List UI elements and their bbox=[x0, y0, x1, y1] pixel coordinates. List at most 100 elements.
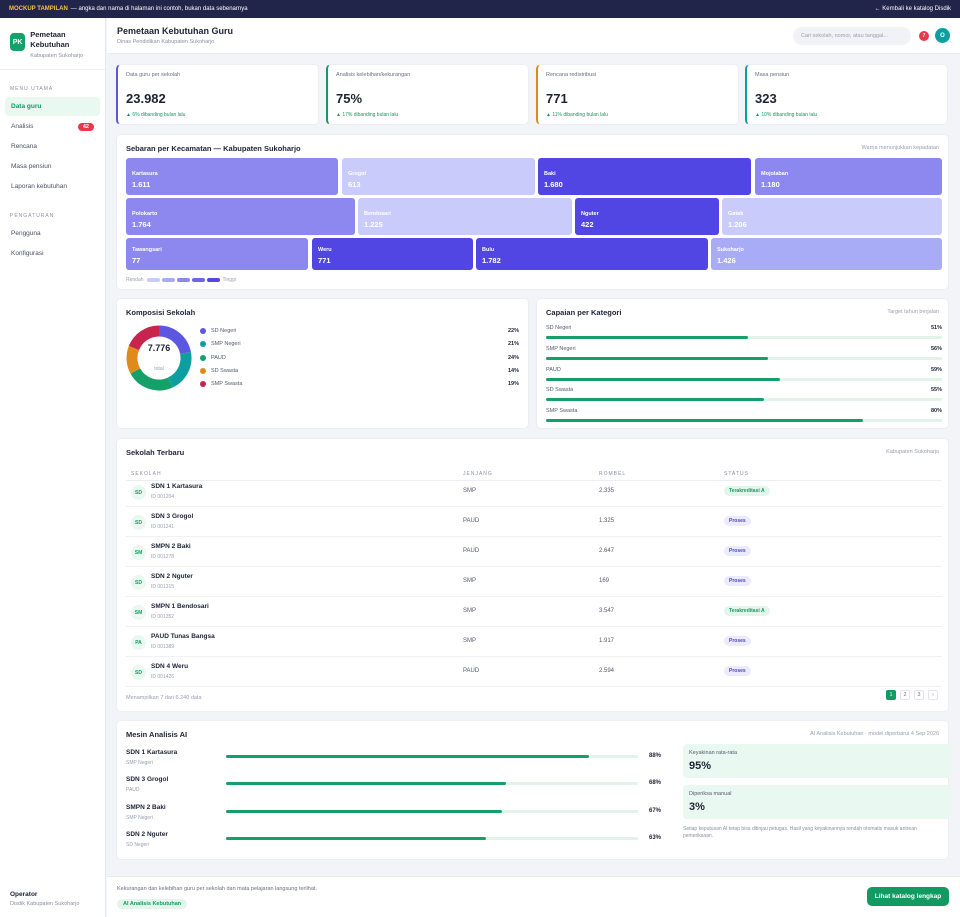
sidebar-item-analisis[interactable]: Analisis 42 bbox=[5, 117, 100, 136]
table-note: Kabupaten Sukoharjo bbox=[886, 449, 939, 455]
column-header-rombel[interactable]: ROMBEL bbox=[599, 471, 627, 477]
column-header-sekolah[interactable]: SEKOLAH bbox=[131, 471, 162, 477]
table-row[interactable]: SD SDN 3 Grogol ID 001241 PAUD 1.325 Proses bbox=[126, 507, 942, 537]
notification-badge[interactable]: 7 bbox=[919, 31, 929, 41]
footer-text: Kekurangan dan kelebihan guru per sekola… bbox=[117, 886, 317, 892]
manual-review-box: Diperiksa manual 3% bbox=[683, 785, 951, 819]
page-subtitle: Dinas Pendidikan Kabupaten Sukoharjo bbox=[117, 39, 215, 45]
progress-fill bbox=[546, 378, 780, 381]
achievement-pct: 80% bbox=[930, 408, 942, 414]
progress-fill bbox=[546, 398, 764, 401]
analisis-count-badge: 42 bbox=[77, 122, 94, 131]
district-name: Weru bbox=[318, 247, 332, 253]
school-icon: SD bbox=[131, 575, 146, 590]
ai-school-type: SMP Negeri bbox=[126, 760, 153, 766]
progress-track bbox=[546, 398, 942, 401]
page-button-2[interactable]: 2 bbox=[900, 690, 910, 700]
back-to-catalog-link[interactable]: ← Kembali ke katalog Disdik bbox=[874, 6, 951, 12]
confidence-pct: 67% bbox=[649, 808, 662, 814]
sidebar-item-konfigurasi[interactable]: Konfigurasi bbox=[5, 244, 100, 263]
page-button-3[interactable]: 3 bbox=[914, 690, 924, 700]
brand: PK Pemetaan Kebutuhan Kabupaten Sukoharj… bbox=[0, 18, 105, 70]
district-tile[interactable]: Polokarto 1.764 bbox=[126, 198, 355, 235]
confidence-pct: 88% bbox=[649, 753, 662, 759]
school-level: PAUD bbox=[463, 548, 480, 554]
view-catalog-button[interactable]: Lihat katalog lengkap bbox=[867, 887, 949, 906]
district-tile[interactable]: Grogol 613 bbox=[342, 158, 535, 195]
district-tile[interactable]: Mojolaban 1.180 bbox=[755, 158, 942, 195]
search-input[interactable]: Cari sekolah, nomor, atau tanggal... bbox=[793, 27, 911, 45]
donut-total-label: total bbox=[154, 366, 164, 372]
sidebar-item-rencana[interactable]: Rencana bbox=[5, 137, 100, 156]
legend-pct: 14% bbox=[508, 368, 520, 374]
column-header-jenjang[interactable]: JENJANG bbox=[463, 471, 493, 477]
progress-track bbox=[546, 357, 942, 360]
table-row[interactable]: SD SDN 2 Nguter ID 001315 SMP 169 Proses bbox=[126, 567, 942, 597]
table-row[interactable]: SM SMPN 2 Baki ID 001278 PAUD 2.647 Proses bbox=[126, 537, 942, 567]
stat-card-masa-pensiun: Masa pensiun 323 ▲ 10% dibanding bulan l… bbox=[745, 64, 948, 125]
confidence-track bbox=[226, 810, 638, 813]
table-row[interactable]: SM SMPN 1 Bendosari ID 001352 SMP 3.547 Terak… bbox=[126, 597, 942, 627]
status-badge: Proses bbox=[724, 546, 751, 556]
achievement-title: Capaian per Kategori bbox=[546, 308, 622, 317]
district-tile[interactable]: Baki 1.680 bbox=[538, 158, 751, 195]
sidebar-item-data-guru[interactable]: Data guru bbox=[5, 97, 100, 116]
legend-swatch bbox=[161, 278, 175, 282]
ai-engine-card: Mesin Analisis AI AI Analisis Kebutuhan … bbox=[116, 720, 951, 860]
composition-title: Komposisi Sekolah bbox=[126, 308, 196, 317]
progress-fill bbox=[546, 357, 768, 360]
donut-slice bbox=[130, 368, 173, 391]
district-name: Grogol bbox=[348, 171, 367, 177]
donut-slice bbox=[126, 346, 141, 374]
district-tile[interactable]: Bulu 1.782 bbox=[476, 238, 708, 270]
district-value: 613 bbox=[348, 180, 361, 189]
ai-school-name: SDN 2 Nguter bbox=[126, 831, 168, 838]
ai-school-name: SDN 3 Grogol bbox=[126, 776, 169, 783]
ai-result-row: SDN 1 Kartasura SMP Negeri 88% bbox=[126, 749, 666, 775]
table-row[interactable]: SD SDN 1 Kartasura ID 001204 SMP 2.335 Terakr… bbox=[126, 477, 942, 507]
table-title: Sekolah Terbaru bbox=[126, 448, 185, 457]
page-button-1[interactable]: 1 bbox=[886, 690, 896, 700]
ai-title: Mesin Analisis AI bbox=[126, 730, 188, 739]
district-tile[interactable]: Nguter 422 bbox=[575, 198, 719, 235]
sidebar-item-label: Masa pensiun bbox=[11, 163, 52, 170]
legend-low-label: Rendah bbox=[126, 277, 144, 283]
sidebar-item-masa-pensiun[interactable]: Masa pensiun bbox=[5, 157, 100, 176]
page-header: Pemetaan Kebutuhan Guru Dinas Pendidikan… bbox=[107, 18, 960, 54]
stat-change: ▲ 10% dibanding bulan lalu bbox=[755, 112, 818, 118]
sidebar-item-label: Data guru bbox=[11, 103, 42, 110]
avatar[interactable]: O bbox=[935, 28, 950, 43]
sidebar-item-label: Analisis bbox=[11, 123, 34, 130]
banner-message: MOCKUP TAMPILAN — angka dan nama di halam… bbox=[9, 6, 248, 12]
school-name: SDN 1 Kartasura bbox=[151, 483, 203, 490]
status-badge: Proses bbox=[724, 666, 751, 676]
table-row[interactable]: PA PAUD Tunas Bangsa ID 001389 SMP 1.917 Pros… bbox=[126, 627, 942, 657]
district-tile[interactable]: Tawangsari 77 bbox=[126, 238, 308, 270]
district-tile[interactable]: Bendosari 1.225 bbox=[358, 198, 572, 235]
column-header-status[interactable]: STATUS bbox=[724, 471, 749, 477]
table-row[interactable]: SD SDN 4 Weru ID 001426 PAUD 2.594 Proses bbox=[126, 657, 942, 687]
status-badge: Proses bbox=[724, 636, 751, 646]
brand-subtitle: Kabupaten Sukoharjo bbox=[30, 53, 84, 59]
district-tile[interactable]: Gatak 1.206 bbox=[722, 198, 942, 235]
page-footer: Kekurangan dan kelebihan guru per sekola… bbox=[107, 876, 960, 917]
district-tile[interactable]: Weru 771 bbox=[312, 238, 473, 270]
ai-result-row: SMPN 2 Baki SMP Negeri 67% bbox=[126, 804, 666, 830]
legend-pct: 22% bbox=[508, 328, 520, 334]
legend-pct: 24% bbox=[508, 355, 520, 361]
stat-label: Data guru per sekolah bbox=[126, 72, 181, 78]
district-tile[interactable]: Kartasura 1.611 bbox=[126, 158, 338, 195]
progress-fill bbox=[546, 419, 863, 422]
school-name: SDN 4 Weru bbox=[151, 663, 189, 670]
ai-result-row: SDN 2 Nguter SD Negeri 63% bbox=[126, 831, 666, 857]
nav-section-settings: PENGATURAN bbox=[10, 213, 55, 219]
school-rombel: 2.335 bbox=[599, 488, 615, 494]
next-page-button[interactable]: › bbox=[928, 690, 938, 700]
sidebar-item-laporan[interactable]: Laporan kebutuhan bbox=[5, 177, 100, 196]
district-name: Bulu bbox=[482, 247, 495, 253]
legend-swatch bbox=[200, 328, 206, 334]
district-value: 1.680 bbox=[544, 180, 563, 189]
ai-school-type: PAUD bbox=[126, 787, 140, 793]
sidebar-item-pengguna[interactable]: Pengguna bbox=[5, 224, 100, 243]
district-tile[interactable]: Sukoharjo 1.426 bbox=[711, 238, 942, 270]
